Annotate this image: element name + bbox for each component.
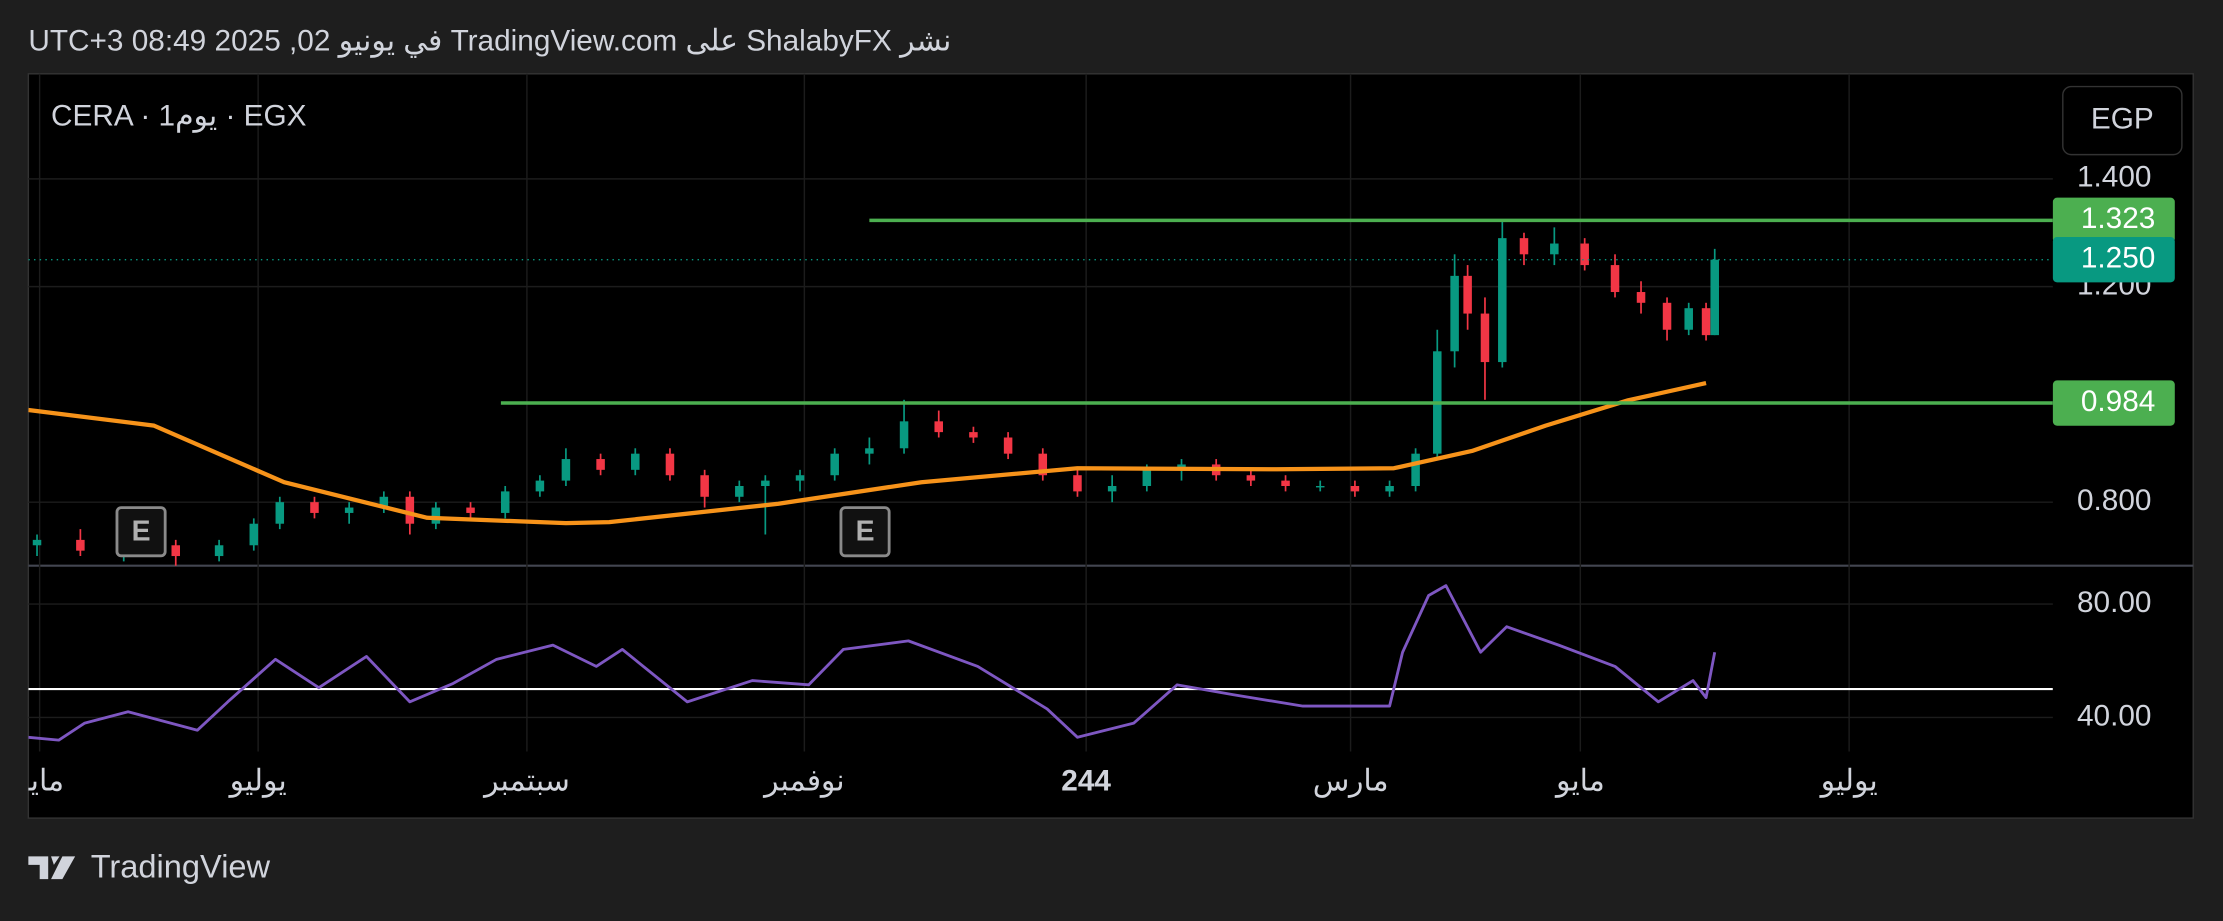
x-tick-label: يوليو — [228, 765, 287, 799]
candle-body — [1315, 486, 1325, 488]
earnings-label: E — [856, 516, 875, 548]
candle-body — [761, 480, 770, 487]
candle-body — [1385, 486, 1394, 492]
candle-body — [379, 496, 389, 508]
candle-body — [899, 421, 909, 449]
x-tick-label: مايو — [1554, 765, 1605, 799]
chart-panel — [27, 73, 2194, 819]
candle-body — [310, 502, 319, 513]
candle-body — [1580, 243, 1589, 266]
candle-body — [1073, 475, 1082, 492]
x-tick-label: 244 — [1061, 765, 1111, 798]
candle-body — [1610, 265, 1620, 293]
candle-body — [171, 545, 181, 557]
symbol-title: CERA · 1يوم · EGX — [51, 100, 307, 134]
candle-body — [1498, 238, 1507, 363]
candle-body — [405, 496, 415, 524]
candle-body — [865, 448, 874, 454]
earnings-marker — [839, 506, 891, 558]
candle-body — [1636, 292, 1646, 303]
candle-body — [344, 507, 354, 513]
candle-body — [76, 539, 85, 551]
candle-body — [466, 507, 475, 513]
x-tick-label: سبتمبر — [482, 765, 570, 799]
brand-name: TradingView — [91, 848, 271, 885]
candle-body — [1038, 453, 1048, 476]
brand-logo — [28, 856, 76, 880]
candle-body — [665, 453, 675, 476]
candle-body — [1480, 313, 1490, 363]
publish-info: نشر ShalabyFX على TradingView.com في يون… — [28, 24, 951, 58]
candle-body — [1662, 302, 1672, 330]
candle-body — [32, 539, 42, 546]
candle-body — [535, 480, 545, 492]
earnings-marker — [115, 506, 167, 558]
y-tick-label: 40.00 — [2077, 699, 2152, 732]
candle-body — [1710, 259, 1719, 336]
candle-body — [1411, 453, 1420, 487]
candle-body — [795, 475, 805, 481]
candle-body — [249, 523, 259, 546]
candle-body — [1519, 238, 1529, 255]
rsi-line — [28, 584, 1717, 742]
candle-body — [596, 459, 605, 470]
candle-body — [1450, 275, 1459, 352]
x-tick-label: نوفمبر — [762, 765, 845, 799]
x-tick-label: مارس — [1313, 765, 1389, 799]
candle-body — [1684, 308, 1693, 330]
price-label-box — [2052, 380, 2175, 426]
candle-body — [735, 486, 744, 497]
currency-label[interactable]: EGP — [2091, 102, 2154, 135]
candle-body — [934, 421, 943, 433]
price-label-box — [2052, 237, 2175, 283]
candle-body — [1463, 275, 1472, 314]
candle-body — [275, 502, 285, 524]
currency-button[interactable] — [2062, 85, 2183, 156]
candle-body — [700, 475, 709, 497]
y-tick-label: 80.00 — [2077, 586, 2152, 619]
candle-body — [1107, 486, 1117, 492]
candle-body — [969, 432, 978, 438]
price-label: 0.984 — [2081, 385, 2156, 418]
candle-body — [500, 491, 510, 513]
y-tick-label: 0.800 — [2077, 484, 2152, 517]
price-label: 1.323 — [2081, 202, 2156, 235]
earnings-label: E — [132, 516, 151, 548]
candle-body — [1701, 308, 1711, 336]
candle-body — [631, 453, 640, 470]
candle-body — [830, 453, 839, 476]
x-tick-label: يوليو — [1819, 765, 1878, 799]
candle-body — [1003, 437, 1013, 454]
moving-average — [28, 381, 1707, 526]
candle-body — [214, 545, 224, 557]
price-label-box — [2052, 197, 2175, 244]
price-label: 1.250 — [2081, 242, 2156, 275]
candle-body — [1246, 475, 1256, 481]
candle-body — [1281, 480, 1290, 487]
candle-body — [1550, 243, 1559, 255]
candle-body — [561, 459, 571, 481]
candle-body — [431, 507, 441, 524]
y-tick-label: 1.400 — [2077, 161, 2152, 194]
candle-body — [1350, 486, 1360, 492]
candle-body — [1142, 469, 1152, 487]
x-tick-label: مايو — [13, 765, 64, 799]
